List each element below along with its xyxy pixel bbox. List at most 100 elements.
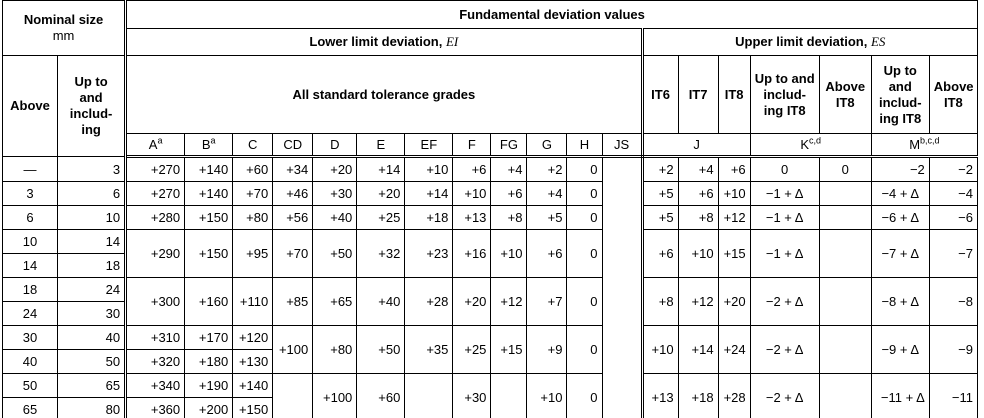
- cell: −6 + Δ: [870, 205, 930, 230]
- cell: −11: [928, 373, 979, 418]
- letter: G: [541, 136, 553, 152]
- above-header: Above: [1, 55, 59, 157]
- cell: +60: [356, 373, 406, 418]
- cell: +80: [232, 205, 274, 230]
- cell: +10: [641, 325, 679, 374]
- cell: +100: [312, 373, 358, 418]
- cell: +15: [717, 229, 751, 278]
- cell: +25: [356, 205, 406, 230]
- table-row: 10 14 +290 +150 +95 +70 +50 +32 +23 +16 +10 +6 0 +6 +1…: [1, 229, 979, 278]
- empty-cell: [404, 373, 454, 418]
- column-letter: EF: [404, 133, 454, 158]
- letter: H: [579, 136, 590, 152]
- table-row: 3 6 +270 +140 +70 +46 +30 +20 +14 +10 +6 +4 0 +5 +6 +10…: [1, 181, 979, 206]
- lower-header: Lower limit deviation, EI: [125, 28, 644, 56]
- column-letter: Ba: [184, 133, 234, 158]
- cell: +2: [526, 156, 568, 182]
- cell: +35: [404, 325, 454, 374]
- table-row: 40 50 +320 +180 +130: [1, 349, 978, 374]
- cell: +180: [184, 349, 234, 374]
- cell: +190: [184, 373, 234, 398]
- cell: +12: [677, 277, 719, 326]
- cell: +85: [272, 277, 314, 326]
- cell: +100: [272, 325, 314, 374]
- cell: +140: [184, 181, 234, 206]
- column-letter: CD: [272, 133, 314, 158]
- cell: 14: [57, 229, 128, 254]
- cell: 0: [566, 205, 603, 230]
- grade-header: IT7: [677, 55, 719, 134]
- symbol: ES: [870, 34, 886, 49]
- cell: 24: [1, 301, 59, 326]
- cell: +14: [404, 181, 454, 206]
- cell: +95: [232, 229, 274, 278]
- cell: +10: [490, 229, 528, 278]
- letter: J: [693, 136, 700, 152]
- cell: +30: [452, 373, 492, 418]
- cell: +200: [184, 397, 234, 418]
- cell: −4 + Δ: [870, 181, 930, 206]
- column-letter: Aa: [125, 133, 186, 158]
- table-row: 18 24 +300 +160 +110 +85 +65 +40 +28 +20 +12 +7 0 +8 +…: [1, 277, 979, 326]
- cell: −2 + Δ: [749, 373, 820, 418]
- cell: +9: [526, 325, 568, 374]
- cell: −2: [870, 156, 930, 182]
- cell: +300: [125, 277, 186, 326]
- cell: +4: [677, 156, 719, 182]
- letter: B: [201, 136, 211, 152]
- cell: +23: [404, 229, 454, 278]
- cell: +20: [717, 277, 751, 326]
- cell: +7: [526, 277, 568, 326]
- empty-cell: [818, 373, 872, 418]
- column-letter: G: [526, 133, 568, 158]
- cell: 6: [57, 181, 128, 206]
- cell: −6: [928, 205, 979, 230]
- header-text: Upper limit deviation,: [735, 34, 868, 49]
- cell: +5: [641, 181, 679, 206]
- letter: E: [376, 136, 386, 152]
- footnote-mark: b,c,d: [920, 135, 940, 146]
- cell: +40: [356, 277, 406, 326]
- column-letter: FG: [490, 133, 528, 158]
- cell: +10: [452, 181, 492, 206]
- cell: +8: [677, 205, 719, 230]
- cell: 10: [57, 205, 128, 230]
- empty-cell: [490, 373, 528, 418]
- cell: 40: [57, 325, 128, 350]
- cell: +32: [356, 229, 406, 278]
- cell: +270: [125, 156, 186, 182]
- cell: +340: [125, 373, 186, 398]
- cell: +6: [641, 229, 679, 278]
- cell: +360: [125, 397, 186, 418]
- column-letter: H: [566, 133, 603, 158]
- cell: +150: [184, 229, 234, 278]
- symbol: EI: [445, 34, 459, 49]
- cell: +24: [717, 325, 751, 374]
- cell: 24: [57, 277, 128, 302]
- cell: 3: [1, 181, 59, 206]
- cell: +310: [125, 325, 186, 350]
- unit-text: mm: [52, 28, 75, 43]
- cell: +290: [125, 229, 186, 278]
- cell: 65: [1, 397, 59, 418]
- table-row: —3 +270 +140 +60 +34 +20 +14 +10 +6 +4 +2 0 +2 +4 +6 0 0…: [1, 156, 979, 418]
- cell: +8: [641, 277, 679, 326]
- cell: +270: [125, 181, 186, 206]
- cell: 30: [57, 301, 128, 326]
- cell: 30: [1, 325, 59, 350]
- cell: −8 + Δ: [870, 277, 930, 326]
- cell: +6: [452, 156, 492, 182]
- cell: 10: [1, 229, 59, 254]
- cell: +160: [184, 277, 234, 326]
- cell: −7 + Δ: [870, 229, 930, 278]
- cell: −1 + Δ: [749, 181, 820, 206]
- cell: +13: [641, 373, 679, 418]
- cell: +110: [232, 277, 274, 326]
- cell: 65: [57, 373, 128, 398]
- cell: 18: [1, 277, 59, 302]
- cell: +28: [717, 373, 751, 418]
- cell: +20: [356, 181, 406, 206]
- cell: +13: [452, 205, 492, 230]
